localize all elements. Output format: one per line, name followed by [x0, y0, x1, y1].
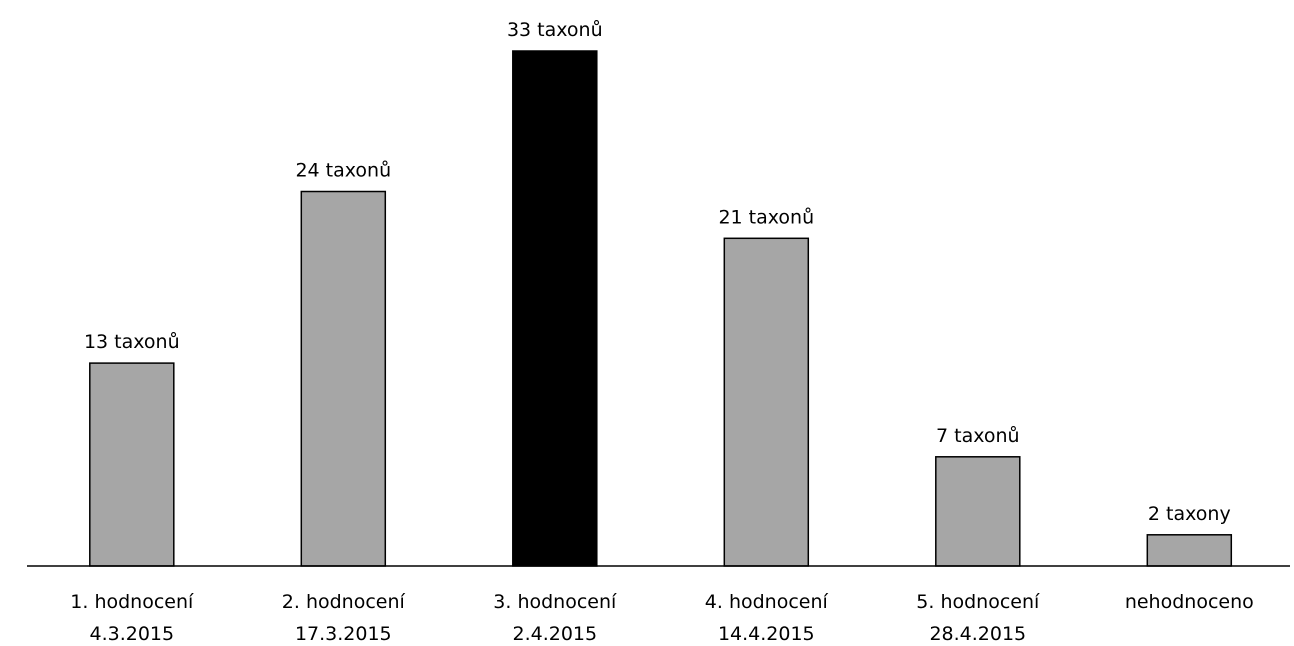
- bar-3: [512, 50, 598, 567]
- x-tick-label-6: nehodnoceno: [1125, 591, 1254, 613]
- x-tick-label-line: 3. hodnocení: [493, 591, 617, 613]
- x-tick-label-line: nehodnoceno: [1125, 591, 1254, 613]
- data-label-6: 2 taxony: [1148, 503, 1231, 525]
- x-tick-label-line: 17.3.2015: [295, 623, 392, 645]
- data-label-1: 13 taxonů: [84, 331, 180, 353]
- x-tick-label-line: 14.4.2015: [718, 623, 815, 645]
- data-labels-group: 13 taxonů 24 taxonů 33 taxonů 21 taxonů 7 ta…: [84, 19, 1231, 525]
- bar-6: [1146, 534, 1233, 567]
- x-tick-label-line: 4. hodnocení: [705, 591, 829, 613]
- x-tick-label-5: 5. hodnocení 28.4.2015: [916, 591, 1040, 645]
- x-tick-label-2: 2. hodnocení 17.3.2015: [282, 591, 406, 645]
- x-tick-label-line: 2. hodnocení: [282, 591, 406, 613]
- x-tick-label-4: 4. hodnocení 14.4.2015: [705, 591, 829, 645]
- bar-4: [723, 237, 810, 567]
- x-tick-label-line: 2.4.2015: [512, 623, 597, 645]
- bar-5: [935, 456, 1021, 567]
- bar-2: [300, 190, 387, 567]
- bars-group: [89, 50, 1233, 567]
- x-tick-label-line: 4.3.2015: [89, 623, 174, 645]
- data-label-4: 21 taxonů: [718, 206, 814, 228]
- x-tick-labels-group: 1. hodnocení 4.3.2015 2. hodnocení 17.3.201…: [70, 591, 1253, 645]
- data-label-2: 24 taxonů: [295, 160, 391, 182]
- x-tick-label-line: 28.4.2015: [929, 623, 1026, 645]
- x-tick-label-line: 5. hodnocení: [916, 591, 1040, 613]
- data-label-5: 7 taxonů: [936, 425, 1020, 447]
- data-label-3: 33 taxonů: [507, 19, 603, 41]
- bar-1: [89, 362, 175, 567]
- x-tick-label-1: 1. hodnocení 4.3.2015: [70, 591, 194, 645]
- x-tick-label-3: 3. hodnocení 2.4.2015: [493, 591, 617, 645]
- x-tick-label-line: 1. hodnocení: [70, 591, 194, 613]
